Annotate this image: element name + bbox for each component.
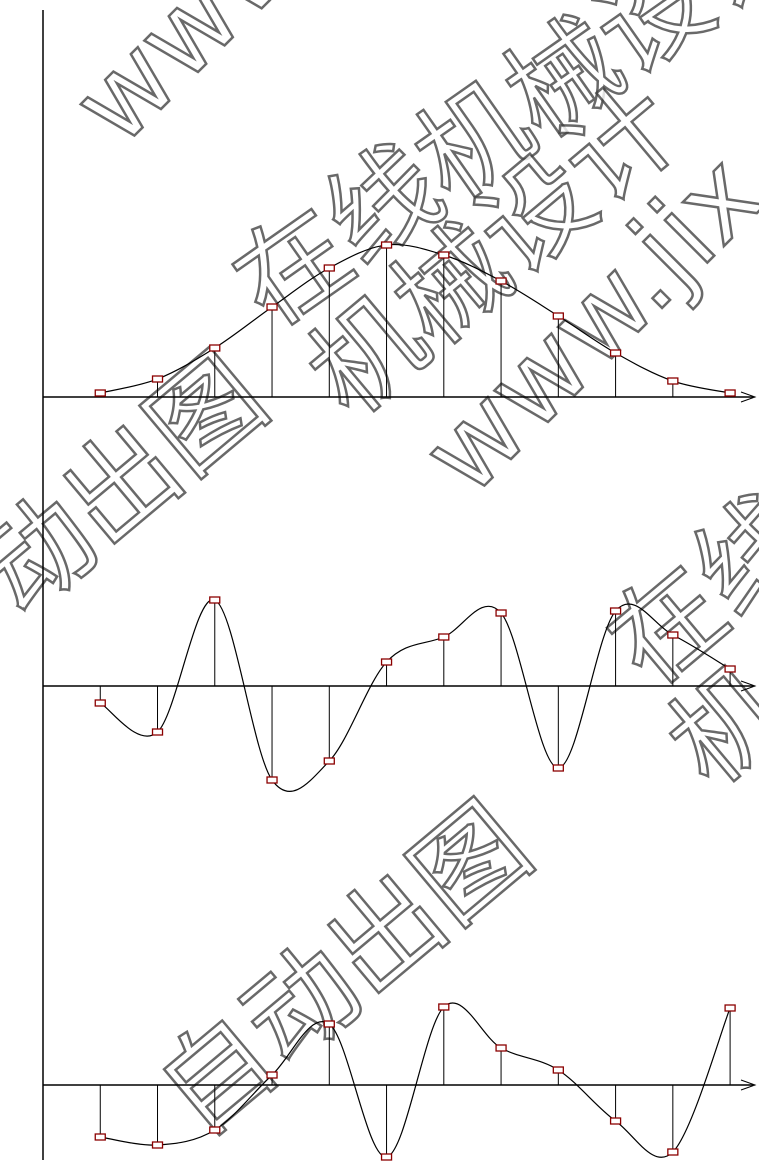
marker bbox=[495, 277, 507, 285]
marker bbox=[552, 1066, 564, 1074]
marker bbox=[552, 312, 564, 320]
marker bbox=[266, 776, 278, 784]
marker bbox=[724, 665, 736, 673]
marker bbox=[94, 389, 106, 397]
marker bbox=[323, 264, 335, 272]
marker bbox=[724, 1004, 736, 1012]
marker bbox=[209, 1126, 221, 1134]
marker bbox=[380, 1153, 393, 1161]
axis-arrow bbox=[740, 1079, 757, 1091]
marker bbox=[667, 631, 679, 639]
marker bbox=[380, 658, 393, 666]
marker bbox=[667, 377, 679, 385]
marker bbox=[151, 728, 164, 736]
marker bbox=[94, 1133, 106, 1141]
marker bbox=[609, 349, 622, 357]
marker bbox=[266, 1071, 278, 1079]
axis-arrow bbox=[740, 680, 757, 692]
marker bbox=[724, 389, 736, 397]
marker bbox=[151, 1141, 164, 1149]
marker bbox=[266, 303, 278, 311]
marker bbox=[323, 757, 335, 765]
marker bbox=[667, 1148, 679, 1156]
watermark: www bbox=[48, 0, 329, 168]
axis-arrow bbox=[740, 391, 757, 403]
marker bbox=[94, 699, 106, 707]
watermark: 自动出图 bbox=[134, 779, 553, 1160]
marker bbox=[438, 251, 450, 259]
marker bbox=[438, 1003, 450, 1011]
marker bbox=[151, 375, 164, 383]
curve bbox=[99, 599, 731, 793]
marker bbox=[209, 596, 221, 604]
marker bbox=[495, 1044, 507, 1052]
marker bbox=[552, 764, 564, 772]
curve bbox=[100, 1002, 731, 1158]
marker bbox=[609, 607, 622, 615]
marker bbox=[438, 633, 450, 641]
marker bbox=[209, 344, 221, 352]
marker bbox=[323, 1020, 335, 1028]
marker bbox=[609, 1117, 622, 1125]
marker bbox=[380, 241, 393, 249]
marker bbox=[495, 609, 507, 617]
